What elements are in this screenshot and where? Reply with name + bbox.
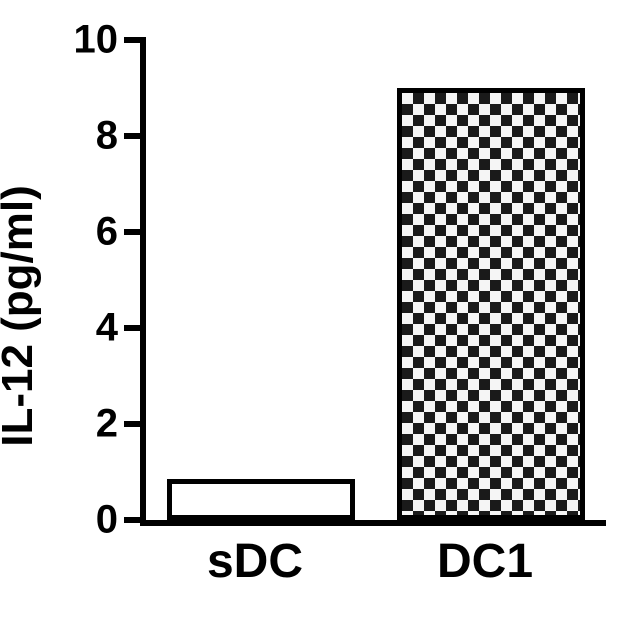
bar-DC1 (397, 88, 586, 520)
y-axis-label: IL-12 (pg/ml) (0, 185, 43, 447)
y-tick (124, 37, 146, 43)
y-tick (124, 421, 146, 427)
bar-sDC (167, 479, 356, 520)
x-axis-labels: sDC DC1 (140, 534, 600, 614)
y-tick (124, 517, 146, 523)
y-tick-label: 2 (96, 402, 118, 447)
y-tick-label: 10 (74, 18, 119, 63)
y-tick-label: 0 (96, 498, 118, 543)
y-tick-label: 8 (96, 114, 118, 159)
plot-area: 0246810 (140, 40, 606, 526)
y-tick (124, 229, 146, 235)
y-tick-label: 6 (96, 210, 118, 255)
x-label-DC1: DC1 (437, 534, 533, 589)
y-tick-label: 4 (96, 306, 118, 351)
checker-fill (402, 93, 581, 515)
y-tick (124, 133, 146, 139)
bar-chart: IL-12 (pg/ml) 0246810 sDCDC1 (0, 0, 642, 631)
y-tick (124, 325, 146, 331)
x-label-sDC: sDC (207, 534, 303, 589)
